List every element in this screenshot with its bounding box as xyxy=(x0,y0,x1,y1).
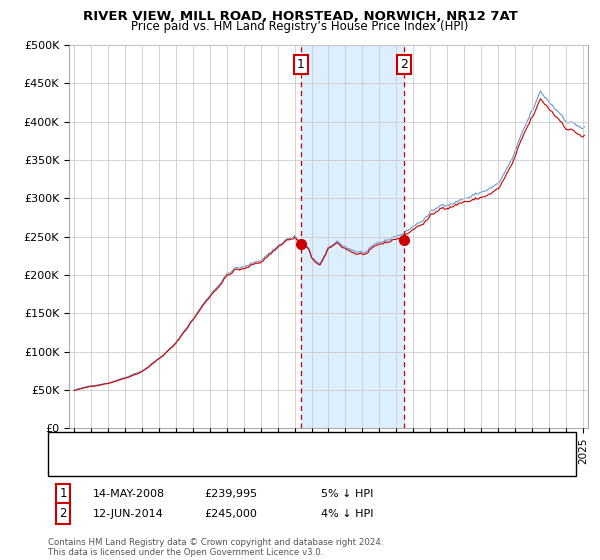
Line: HPI: Average price, detached house, Broadland: HPI: Average price, detached house, Broa… xyxy=(74,91,584,390)
RIVER VIEW, MILL ROAD, HORSTEAD, NORWICH, NR12 7AT (detached house) xyxy=(448,204,455,211)
Text: 1: 1 xyxy=(297,58,305,71)
Text: ——: —— xyxy=(60,458,88,472)
HPI: Average price, detached house, Broadland: (2e+03, 5e+04): Average price, detached house, Broadland… xyxy=(70,387,77,394)
Text: HPI: Average price, detached house, Broadland: HPI: Average price, detached house, Broa… xyxy=(93,460,328,470)
HPI: Average price, detached house, Broadland: (2.02e+03, 2.91e+05): Average price, detached house, Broadland… xyxy=(438,202,445,208)
Text: RIVER VIEW, MILL ROAD, HORSTEAD, NORWICH, NR12 7AT (detached house): RIVER VIEW, MILL ROAD, HORSTEAD, NORWICH… xyxy=(93,441,475,451)
RIVER VIEW, MILL ROAD, HORSTEAD, NORWICH, NR12 7AT (detached house) xyxy=(513,150,520,156)
HPI: Average price, detached house, Broadland: (2.01e+03, 2.43e+05): Average price, detached house, Broadland… xyxy=(335,239,342,245)
Bar xyxy=(301,45,404,428)
Text: Contains HM Land Registry data © Crown copyright and database right 2024.
This d: Contains HM Land Registry data © Crown c… xyxy=(48,538,383,557)
HPI: Average price, detached house, Broadland: (2.02e+03, 2.93e+05): Average price, detached house, Broadland… xyxy=(451,200,458,207)
RIVER VIEW, MILL ROAD, HORSTEAD, NORWICH, NR12 7AT (detached house) xyxy=(247,262,254,268)
Text: Price paid vs. HM Land Registry’s House Price Index (HPI): Price paid vs. HM Land Registry’s House … xyxy=(131,20,469,32)
HPI: Average price, detached house, Broadland: (2.03e+03, 3.93e+05): Average price, detached house, Broadland… xyxy=(581,124,588,130)
RIVER VIEW, MILL ROAD, HORSTEAD, NORWICH, NR12 7AT (detached house) xyxy=(438,205,445,212)
RIVER VIEW, MILL ROAD, HORSTEAD, NORWICH, NR12 7AT (detached house) xyxy=(70,387,77,394)
Text: £245,000: £245,000 xyxy=(204,508,257,519)
RIVER VIEW, MILL ROAD, HORSTEAD, NORWICH, NR12 7AT (detached house) xyxy=(335,240,342,247)
Text: 2: 2 xyxy=(59,507,67,520)
HPI: Average price, detached house, Broadland: (2.02e+03, 2.92e+05): Average price, detached house, Broadland… xyxy=(448,201,455,208)
Text: RIVER VIEW, MILL ROAD, HORSTEAD, NORWICH, NR12 7AT: RIVER VIEW, MILL ROAD, HORSTEAD, NORWICH… xyxy=(83,10,517,22)
Text: 5% ↓ HPI: 5% ↓ HPI xyxy=(321,489,373,499)
Text: 4% ↓ HPI: 4% ↓ HPI xyxy=(321,508,373,519)
Line: RIVER VIEW, MILL ROAD, HORSTEAD, NORWICH, NR12 7AT (detached house): RIVER VIEW, MILL ROAD, HORSTEAD, NORWICH… xyxy=(74,99,584,390)
RIVER VIEW, MILL ROAD, HORSTEAD, NORWICH, NR12 7AT (detached house) xyxy=(451,203,458,209)
Text: 14-MAY-2008: 14-MAY-2008 xyxy=(93,489,165,499)
Text: £239,995: £239,995 xyxy=(204,489,257,499)
HPI: Average price, detached house, Broadland: (2.01e+03, 2.15e+05): Average price, detached house, Broadland… xyxy=(247,260,254,267)
RIVER VIEW, MILL ROAD, HORSTEAD, NORWICH, NR12 7AT (detached house) xyxy=(537,95,544,102)
HPI: Average price, detached house, Broadland: (2.02e+03, 4.4e+05): Average price, detached house, Broadland… xyxy=(537,88,544,95)
Text: ——: —— xyxy=(60,439,88,453)
Text: 2: 2 xyxy=(400,58,408,71)
RIVER VIEW, MILL ROAD, HORSTEAD, NORWICH, NR12 7AT (detached house) xyxy=(581,132,588,138)
Text: 1: 1 xyxy=(59,487,67,501)
HPI: Average price, detached house, Broadland: (2.02e+03, 3.66e+05): Average price, detached house, Broadland… xyxy=(513,144,520,151)
Text: 12-JUN-2014: 12-JUN-2014 xyxy=(93,508,164,519)
